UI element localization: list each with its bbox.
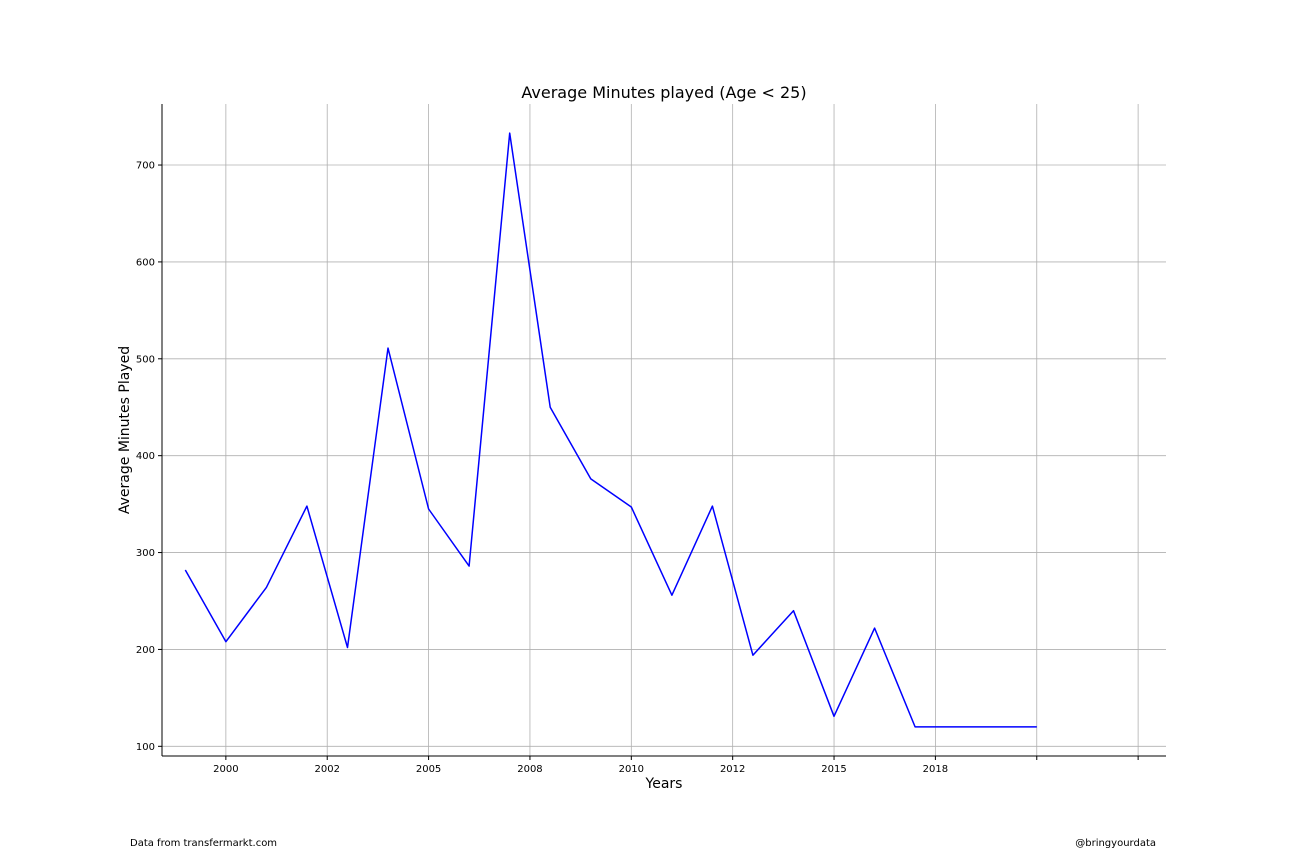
y-axis-label: Average Minutes Played	[117, 346, 133, 514]
y-tick-label: 500	[136, 354, 155, 365]
series-line	[184, 132, 1037, 728]
y-axis-ticks: 100 200 300 400 500 600 700	[136, 161, 162, 753]
x-tick-label: 2010	[619, 764, 644, 775]
y-tick-label: 100	[136, 742, 155, 753]
y-tick-label: 600	[136, 257, 155, 268]
series-layer	[184, 132, 1037, 728]
x-tick-label: 2015	[821, 764, 846, 775]
x-axis-ticks: 2000 2002 2005 2008 2010 2012 2015 2018	[213, 756, 1139, 775]
chart-title: Average Minutes played (Age < 25)	[521, 83, 806, 102]
y-tick-label: 400	[136, 451, 155, 462]
axes-spines	[161, 104, 1166, 757]
x-tick-label: 2012	[720, 764, 745, 775]
x-tick-label: 2000	[213, 764, 238, 775]
y-tick-label: 200	[136, 645, 155, 656]
y-tick-label: 300	[136, 548, 155, 559]
author-credit: @bringyourdata	[1075, 838, 1156, 849]
grid-layer	[162, 104, 1166, 756]
x-tick-label: 2002	[314, 764, 339, 775]
y-tick-label: 700	[136, 161, 155, 172]
x-axis-label: Years	[645, 776, 683, 792]
x-tick-label: 2005	[416, 764, 441, 775]
data-source-note: Data from transfermarkt.com	[130, 838, 278, 849]
x-tick-label: 2008	[517, 764, 542, 775]
x-tick-label: 2018	[923, 764, 948, 775]
